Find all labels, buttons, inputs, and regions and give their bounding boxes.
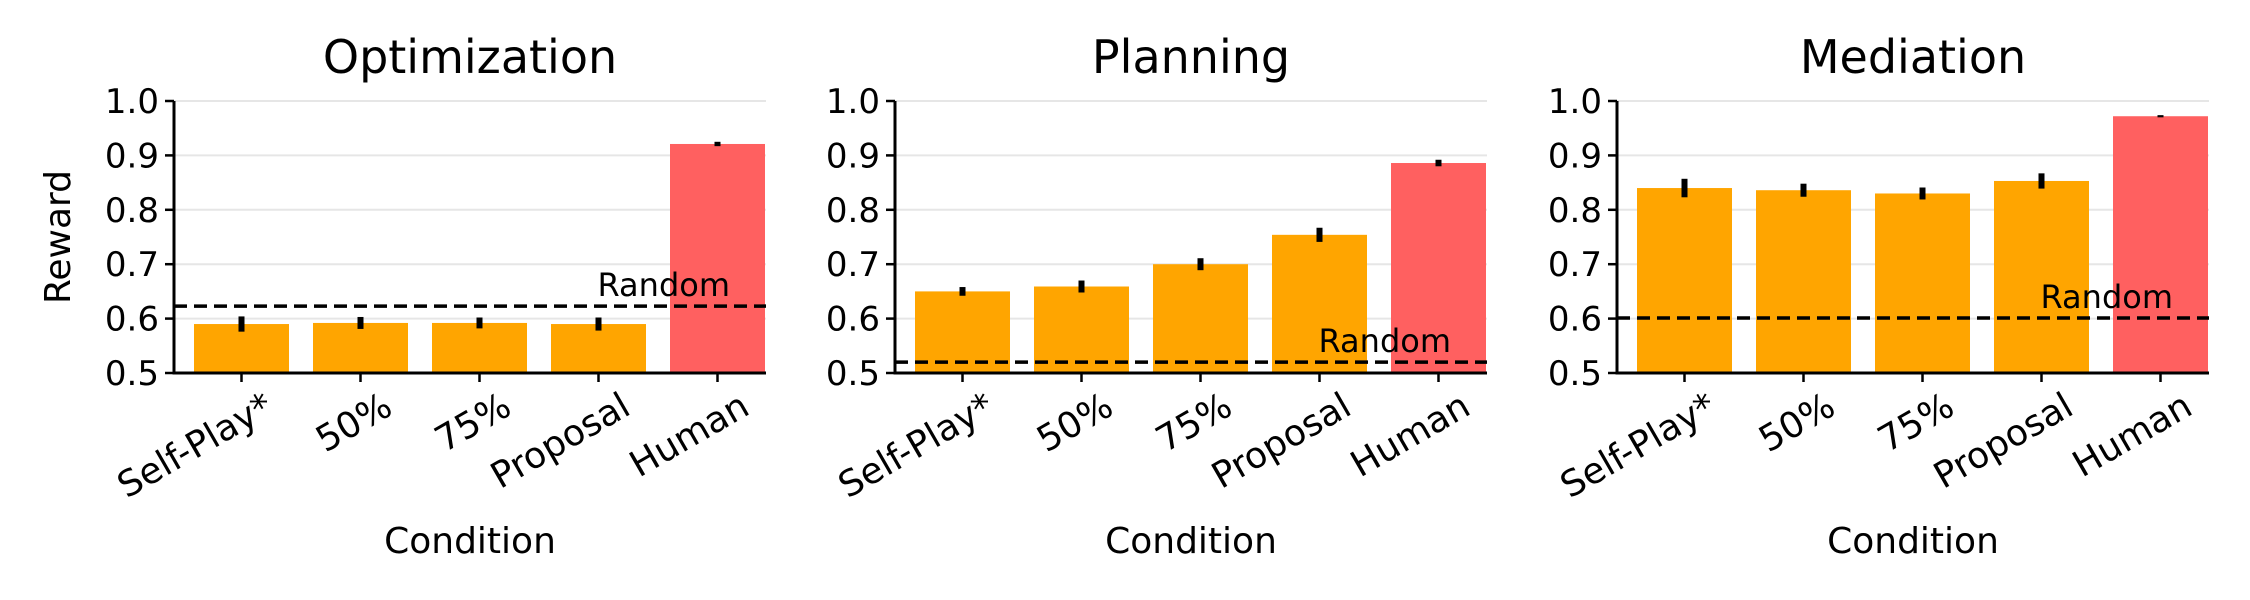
bar-self-play- — [1637, 188, 1732, 373]
random-baseline-label: Random — [1319, 322, 1451, 360]
y-tick-label: 0.8 — [826, 191, 880, 231]
y-tick-label: 0.5 — [1548, 354, 1602, 394]
y-tick-label: 0.8 — [105, 191, 159, 231]
bar-self-play- — [915, 291, 1010, 373]
y-tick-label: 0.9 — [826, 136, 880, 176]
bar-proposal — [1994, 180, 2089, 373]
bar-50- — [1756, 190, 1851, 373]
y-tick-label: 0.6 — [1548, 300, 1602, 340]
x-tick-label: Human — [1344, 385, 1477, 485]
y-tick-label: 1.0 — [105, 82, 159, 122]
x-tick-label: Self-Play* — [832, 385, 1001, 506]
y-tick-label: 0.7 — [1548, 245, 1602, 285]
y-axis-label: Reward — [38, 170, 79, 304]
y-tick-label: 0.9 — [105, 136, 159, 176]
x-tick-label: 50% — [1030, 385, 1120, 461]
random-baseline-label: Random — [2041, 278, 2173, 316]
bar-human — [1391, 163, 1486, 373]
x-tick-label: 50% — [1752, 385, 1842, 461]
x-tick-label: 50% — [309, 385, 399, 461]
random-baseline-label: Random — [598, 266, 730, 304]
bar-50- — [1034, 286, 1129, 373]
x-tick-label: Self-Play* — [1554, 385, 1723, 506]
y-tick-label: 1.0 — [1548, 82, 1602, 122]
x-axis-label: Condition — [384, 521, 556, 562]
y-tick-label: 0.9 — [1548, 136, 1602, 176]
y-tick-label: 0.5 — [105, 354, 159, 394]
y-tick-label: 0.7 — [105, 245, 159, 285]
bar-self-play- — [194, 324, 289, 373]
y-tick-label: 0.5 — [826, 354, 880, 394]
chart-title: Planning — [1092, 30, 1290, 84]
bar-75- — [1875, 193, 1970, 373]
bar-50- — [313, 322, 408, 373]
bar-human — [2113, 116, 2208, 374]
chart-title: Mediation — [1800, 30, 2026, 84]
x-tick-label: Human — [2066, 385, 2199, 485]
y-tick-label: 1.0 — [826, 82, 880, 122]
y-tick-label: 0.8 — [1548, 191, 1602, 231]
bar-75- — [1153, 264, 1248, 373]
bar-human — [670, 143, 765, 373]
y-tick-label: 0.6 — [105, 300, 159, 340]
x-tick-label: Human — [623, 385, 756, 485]
y-tick-label: 0.6 — [826, 300, 880, 340]
y-tick-label: 0.7 — [826, 245, 880, 285]
chart-title: Optimization — [323, 30, 617, 84]
x-axis-label: Condition — [1827, 521, 1999, 562]
bar-proposal — [551, 324, 646, 373]
bar-proposal — [1272, 234, 1367, 373]
x-tick-label: Self-Play* — [111, 385, 280, 506]
bar-75- — [432, 322, 527, 373]
x-axis-label: Condition — [1105, 521, 1277, 562]
